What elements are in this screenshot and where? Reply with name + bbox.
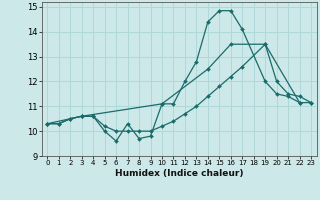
X-axis label: Humidex (Indice chaleur): Humidex (Indice chaleur) [115,169,244,178]
